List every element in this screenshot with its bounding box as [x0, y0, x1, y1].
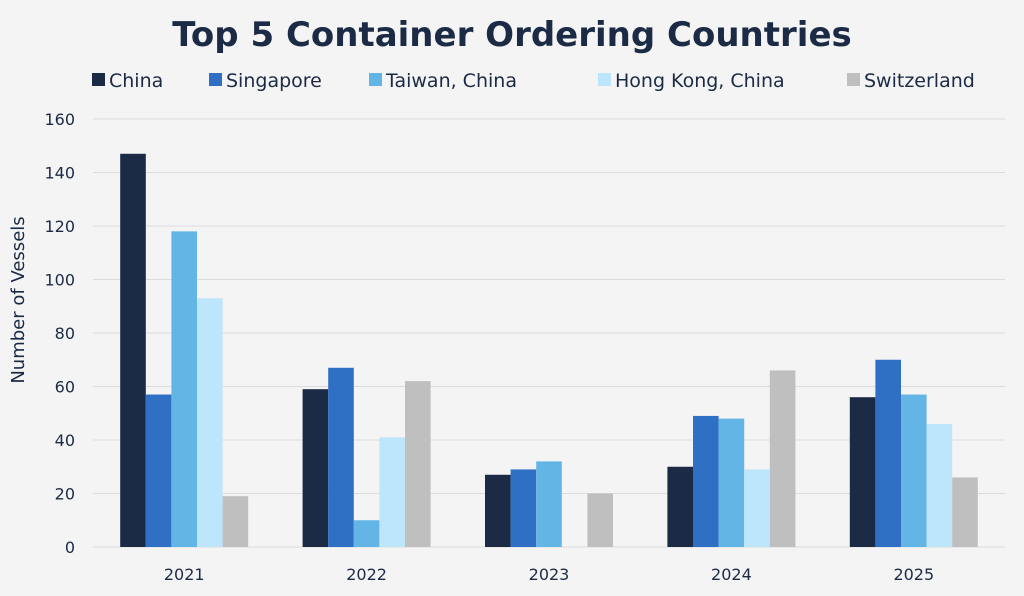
bar-singapore-2022	[328, 367, 354, 547]
bar-singapore-2021	[145, 394, 172, 547]
legend-label: Switzerland	[864, 70, 975, 92]
bar-china-2023	[485, 474, 511, 547]
y-tick-label: 160	[44, 110, 75, 129]
legend-label: Taiwan, China	[385, 70, 517, 92]
bar-singapore-2023	[510, 469, 537, 547]
legend-swatch	[209, 73, 222, 86]
y-tick-label: 80	[55, 324, 75, 343]
bar-switzerland-2022	[405, 381, 431, 547]
bar-taiwan-china-2022	[353, 520, 380, 547]
y-tick-label: 120	[44, 217, 75, 236]
x-axis-ticks: 2021 2022 2023 2024 2025	[164, 565, 934, 584]
legend-swatch	[847, 73, 860, 86]
bar-china-2025	[849, 397, 876, 547]
legend-label: Hong Kong, China	[615, 70, 785, 92]
x-tick-label: 2022	[346, 565, 387, 584]
bar-switzerland-2021	[222, 496, 249, 547]
y-tick-label: 40	[55, 431, 75, 450]
bar-hong-kong-china-2025	[926, 423, 953, 547]
legend-swatch	[598, 73, 611, 86]
x-tick-label: 2021	[164, 565, 205, 584]
y-tick-label: 60	[55, 378, 75, 397]
bar-hong-kong-china-2024	[744, 469, 770, 547]
bar-taiwan-china-2025	[901, 394, 927, 547]
x-tick-label: 2023	[529, 565, 570, 584]
legend-label: China	[109, 70, 163, 92]
y-tick-label: 0	[65, 538, 75, 557]
y-axis-label: Number of Vessels	[8, 216, 29, 383]
legend-label: Singapore	[226, 70, 322, 92]
legend-swatch	[92, 73, 105, 86]
bar-taiwan-china-2023	[536, 461, 562, 547]
legend: China Singapore Taiwan, China Hong Kong, Ch…	[92, 70, 975, 92]
y-tick-label: 20	[55, 485, 75, 504]
bar-hong-kong-china-2021	[197, 298, 223, 547]
bar-taiwan-china-2024	[718, 418, 745, 547]
bar-switzerland-2023	[587, 493, 613, 547]
bar-china-2021	[120, 153, 146, 547]
x-tick-label: 2024	[711, 565, 752, 584]
gridlines	[93, 118, 1005, 548]
bar-china-2022	[302, 389, 329, 547]
bar-singapore-2025	[875, 359, 901, 547]
chart-title: Top 5 Container Ordering Countries	[172, 15, 852, 55]
y-axis-ticks: 0 20 40 60 80 100 120 140 160	[44, 110, 75, 557]
bar-switzerland-2025	[952, 477, 978, 547]
bar-china-2024	[667, 466, 693, 547]
bars	[120, 153, 978, 547]
bar-hong-kong-china-2022	[379, 437, 405, 547]
y-tick-label: 100	[44, 271, 75, 290]
bar-taiwan-china-2021	[171, 231, 197, 547]
y-tick-label: 140	[44, 164, 75, 183]
bar-switzerland-2024	[769, 370, 796, 547]
bar-singapore-2024	[693, 415, 719, 547]
legend-swatch	[369, 73, 382, 86]
x-tick-label: 2025	[893, 565, 934, 584]
